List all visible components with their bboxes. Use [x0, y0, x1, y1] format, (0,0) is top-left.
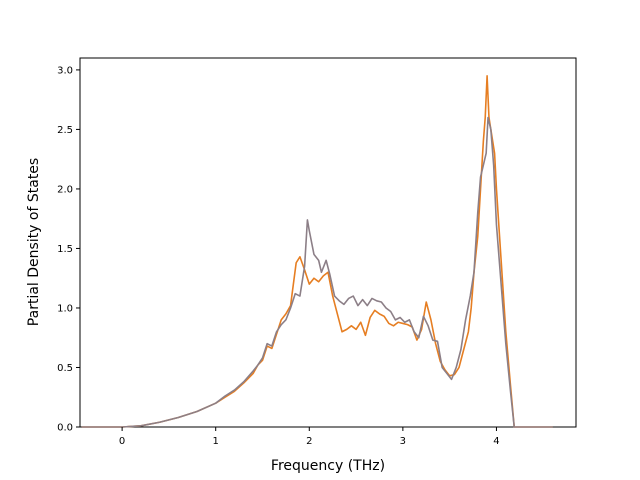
- y-tick-label: 2.5: [57, 125, 73, 136]
- y-tick-label: 1.0: [57, 303, 73, 314]
- y-tick-label: 1.5: [57, 244, 73, 255]
- x-tick-label: 0: [119, 436, 125, 447]
- x-tick-label: 3: [400, 436, 406, 447]
- y-tick-label: 0.5: [57, 363, 73, 374]
- x-tick-label: 2: [306, 436, 312, 447]
- y-tick-label: 0.0: [57, 423, 73, 434]
- x-axis-ticks: 0 1 2 3 4: [119, 427, 500, 447]
- x-axis-label: Frequency (THz): [271, 458, 385, 474]
- y-axis-ticks: 0.0 0.5 1.0 1.5 2.0 2.5 3.0: [57, 65, 80, 434]
- y-axis-label: Partial Density of States: [26, 158, 42, 326]
- y-tick-label: 3.0: [57, 65, 73, 76]
- x-tick-label: 4: [493, 436, 499, 447]
- series-layer: [81, 75, 553, 428]
- plot-area: [79, 57, 577, 428]
- series-line-2: [81, 116, 553, 428]
- y-tick-label: 2.0: [57, 184, 73, 195]
- x-tick-label: 1: [213, 436, 219, 447]
